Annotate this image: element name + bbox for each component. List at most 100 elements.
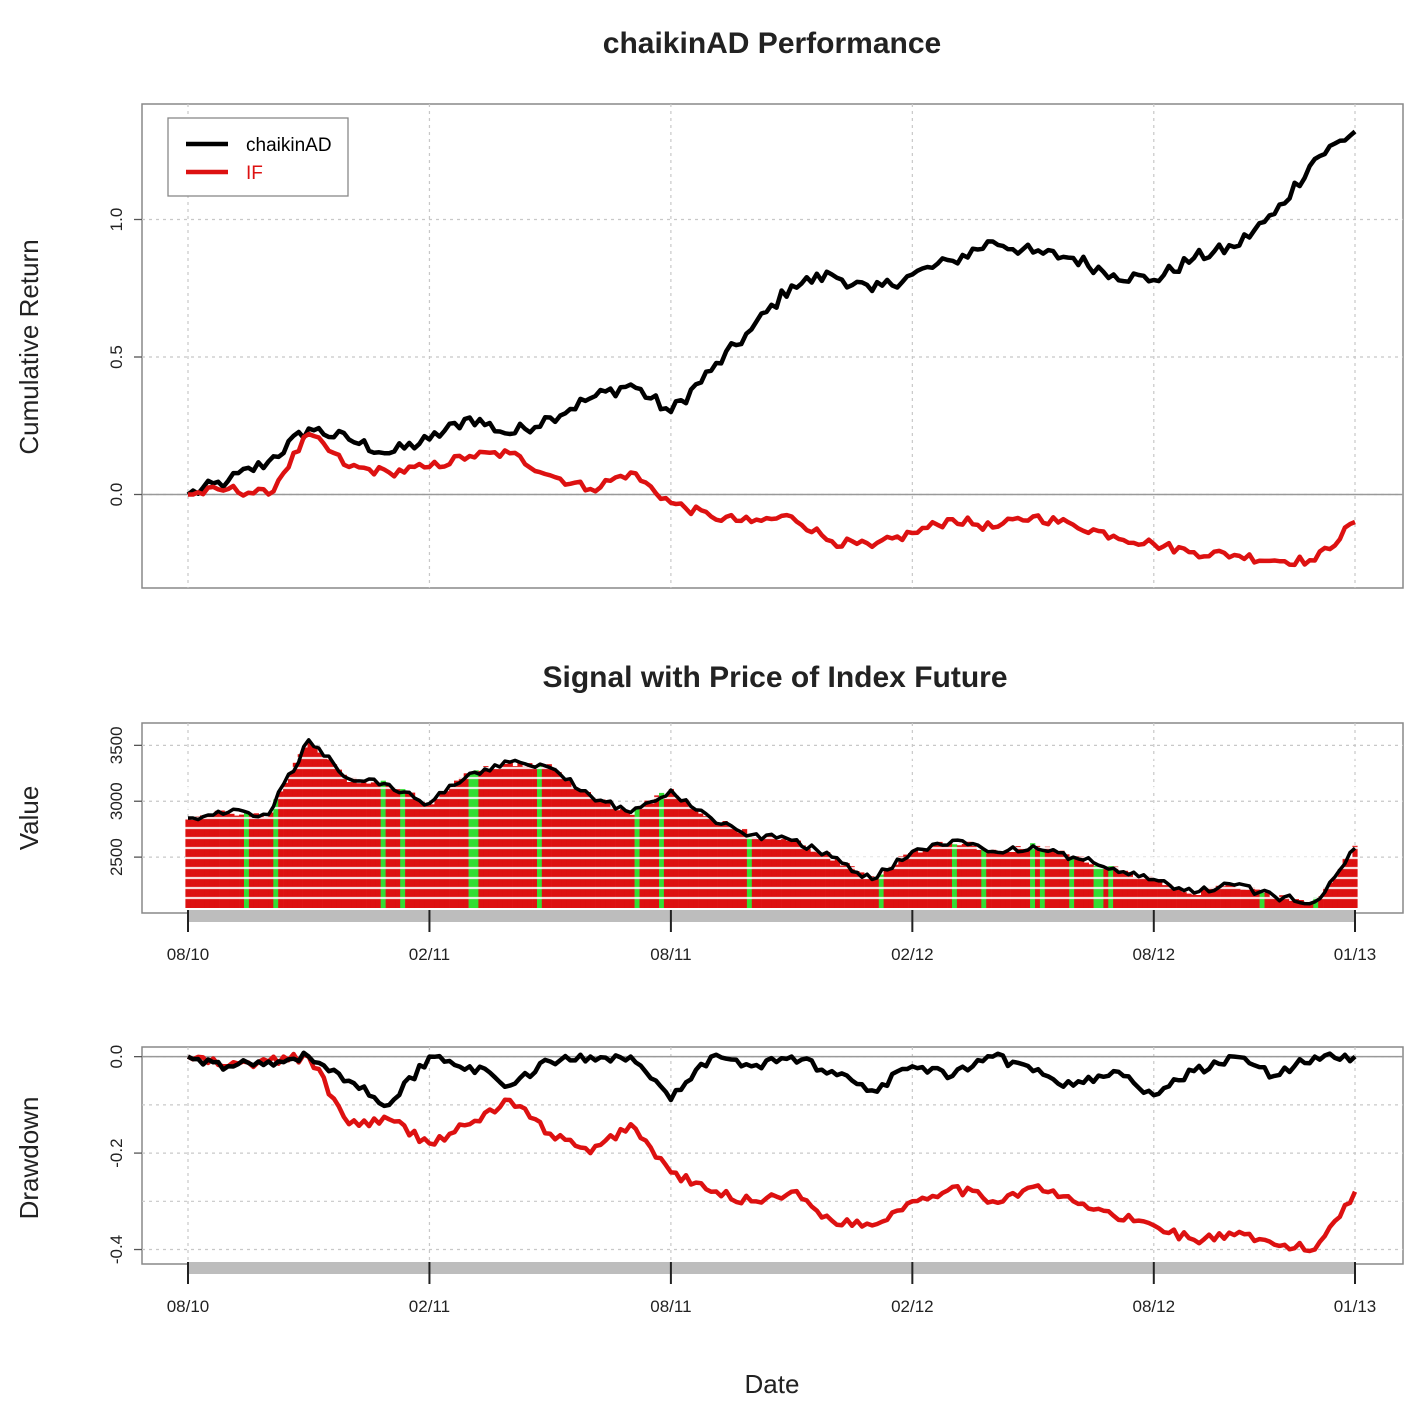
signal-bar-short xyxy=(1054,853,1060,908)
signal-bar-short xyxy=(937,841,943,908)
x-tick-label: 02/11 xyxy=(409,1297,450,1316)
x-tick-label: 02/11 xyxy=(409,945,450,964)
signal-bar-short xyxy=(649,803,655,908)
drawdown-line-if xyxy=(186,1051,1358,1254)
signal-bar-short xyxy=(1064,854,1070,908)
signal-price-plot: 2500 3000 3500 08/10 02/11 08/11 02/12 08/12 01/… xyxy=(107,722,1404,964)
signal-bar-short xyxy=(204,814,211,908)
signal-bar-short xyxy=(185,819,191,908)
signal-bar-short xyxy=(869,876,875,908)
signal-bar-short xyxy=(331,764,338,908)
signal-bar-short xyxy=(229,813,235,908)
signal-bar-long xyxy=(659,792,665,908)
signal-bar-short xyxy=(864,878,870,908)
signal-bar-short xyxy=(1079,856,1085,908)
signal-bar-short xyxy=(517,761,523,908)
signal-bar-short xyxy=(903,854,909,908)
x-tick-label: 08/12 xyxy=(1133,945,1176,964)
signal-bar-short xyxy=(463,773,469,908)
signal-bar-short xyxy=(234,815,240,908)
signal-bar-long xyxy=(1069,858,1075,908)
signal-bar-short xyxy=(214,810,220,908)
signal-bar-short xyxy=(414,800,421,908)
y-tick-label: 1.0 xyxy=(107,208,126,232)
signal-bar-short xyxy=(346,782,352,908)
signal-bar-short xyxy=(356,783,362,908)
signal-bar-short xyxy=(947,843,953,908)
signal-bar-short xyxy=(737,832,743,908)
signal-bar-long xyxy=(746,836,753,908)
signal-bar-short xyxy=(1308,902,1314,908)
signal-bar-short xyxy=(556,772,562,908)
signal-bar-short xyxy=(1118,873,1124,908)
signal-bar-short xyxy=(1328,882,1334,908)
signal-bar-short xyxy=(209,814,215,908)
panel2-title: Signal with Price of Index Future xyxy=(542,661,1007,694)
signal-bar-short xyxy=(781,838,787,908)
signal-bar-short xyxy=(1196,895,1202,908)
signal-bar-short xyxy=(1342,858,1348,908)
signal-bar-short xyxy=(678,798,684,908)
signal-bar-long xyxy=(273,799,279,908)
signal-bar-short xyxy=(502,764,508,908)
signal-bar-short xyxy=(287,773,294,908)
signal-bar-short xyxy=(1000,852,1006,908)
signal-bar-short xyxy=(1191,894,1197,908)
drawdown-line-chaikinad xyxy=(186,1050,1357,1109)
signal-bar-short xyxy=(810,851,816,908)
signal-bar-short xyxy=(532,765,538,908)
signal-bar-short xyxy=(1181,892,1187,908)
signal-bar-long xyxy=(1030,843,1036,908)
signal-bar-short xyxy=(1264,892,1270,908)
signal-bar-short xyxy=(317,752,323,908)
signal-bar-short xyxy=(756,839,762,908)
signal-bar-short xyxy=(1162,885,1168,908)
x-tick-label: 08/11 xyxy=(650,945,691,964)
x-tick-label: 02/12 xyxy=(891,945,934,964)
signal-bar-short xyxy=(624,810,631,908)
signal-bar-short xyxy=(1157,879,1163,908)
signal-bar-short xyxy=(429,804,435,908)
signal-bar-short xyxy=(712,822,718,908)
signal-bar-short xyxy=(644,800,650,908)
signal-bar-short xyxy=(854,871,860,908)
signal-bar-short xyxy=(898,856,904,908)
signal-bar-short xyxy=(815,852,821,908)
signal-bar-short xyxy=(1074,856,1080,908)
signal-bar-short xyxy=(1186,893,1192,908)
signal-bar-short xyxy=(444,791,450,908)
signal-bar-short xyxy=(580,790,587,908)
signal-bar-short xyxy=(873,877,880,908)
signal-bar-short xyxy=(790,841,797,908)
signal-bar-short xyxy=(703,816,709,908)
signal-bar-short xyxy=(361,781,367,908)
signal-bar-short xyxy=(292,762,298,908)
signal-bar-short xyxy=(327,759,333,908)
signal-bar-short xyxy=(844,863,850,908)
drawdown-plot: 0.0 -0.2 -0.4 08/10 02/11 08/11 02/12 08/12 01/1… xyxy=(107,1045,1404,1316)
signal-bar-short xyxy=(1122,870,1129,908)
x-tick-label: 01/13 xyxy=(1334,1297,1377,1316)
signal-bar-short xyxy=(278,791,284,908)
signal-bar-short xyxy=(1332,876,1339,908)
signal-bar-short xyxy=(683,799,689,908)
x-tick-label: 08/12 xyxy=(1133,1297,1176,1316)
signal-bar-short xyxy=(727,825,733,908)
signal-bar-short xyxy=(410,792,416,908)
signal-bar-short xyxy=(820,854,826,908)
signal-bar-short xyxy=(986,853,992,908)
signal-bar-short xyxy=(966,841,972,908)
y-tick-label: 0.5 xyxy=(107,345,126,369)
signal-bar-short xyxy=(527,763,533,908)
signal-bar-short xyxy=(1269,897,1275,908)
signal-bar-short xyxy=(454,780,460,908)
signal-bar-short xyxy=(605,802,611,908)
x-axis-rug xyxy=(188,1262,1355,1274)
y-tick-label: 2500 xyxy=(107,838,126,876)
signal-bar-short xyxy=(600,799,606,908)
signal-bar-short xyxy=(996,853,1002,908)
signal-bar-short xyxy=(1230,884,1236,908)
x-tick-label: 08/10 xyxy=(167,945,210,964)
signal-bar-short xyxy=(405,790,411,908)
